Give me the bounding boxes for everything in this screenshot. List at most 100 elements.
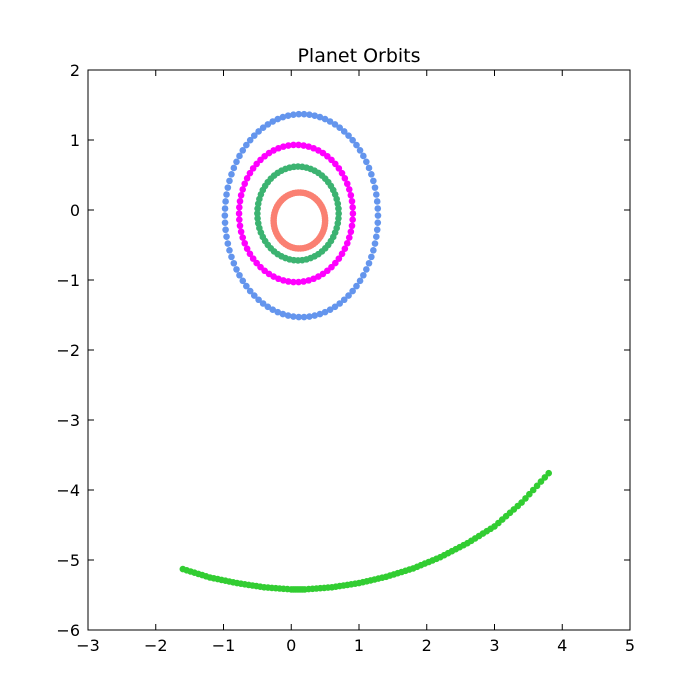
orbit-point bbox=[365, 259, 373, 267]
orbit-point bbox=[264, 303, 272, 311]
orbit-point bbox=[233, 158, 240, 166]
series-2 bbox=[254, 163, 342, 264]
orbit-point bbox=[259, 124, 267, 131]
orbit-point bbox=[360, 271, 367, 279]
orbit-point bbox=[274, 308, 282, 316]
trajectory-point bbox=[545, 469, 552, 477]
orbit-point bbox=[365, 164, 373, 172]
chart-title: Planet Orbits bbox=[297, 45, 420, 67]
trajectory-point bbox=[533, 482, 541, 490]
orbit-point bbox=[321, 219, 329, 227]
y-tick-label: −4 bbox=[56, 481, 80, 500]
orbit-point bbox=[236, 152, 243, 160]
trajectory-point bbox=[522, 495, 529, 502]
orbit-point bbox=[239, 277, 247, 285]
orbit-point bbox=[239, 147, 247, 154]
series-3 bbox=[270, 189, 329, 252]
orbit-point bbox=[295, 313, 303, 321]
orbit-point bbox=[223, 191, 230, 198]
orbit-point bbox=[335, 165, 343, 172]
orbit-point bbox=[336, 300, 343, 307]
orbit-point bbox=[250, 292, 258, 299]
orbit-point bbox=[373, 198, 381, 205]
orbit-point bbox=[226, 247, 233, 254]
orbit-point bbox=[253, 160, 260, 168]
x-tick-label: 3 bbox=[489, 636, 499, 655]
x-tick-label: −2 bbox=[144, 636, 168, 655]
orbit-point bbox=[226, 177, 233, 185]
x-tick-label: 1 bbox=[354, 636, 364, 655]
orbit-point bbox=[311, 112, 319, 119]
orbit-point bbox=[316, 310, 324, 318]
orbit-point bbox=[353, 141, 360, 149]
orbit-point bbox=[374, 219, 382, 226]
orbit-point bbox=[338, 169, 346, 177]
orbit-point bbox=[290, 313, 297, 320]
y-tick-label: 2 bbox=[70, 61, 80, 80]
orbit-point bbox=[290, 111, 297, 118]
x-tick-label: 5 bbox=[625, 636, 635, 655]
orbit-point bbox=[280, 277, 287, 284]
orbit-point bbox=[345, 234, 353, 241]
orbit-point bbox=[279, 113, 287, 121]
orbit-point bbox=[340, 296, 348, 304]
orbit-point bbox=[254, 210, 261, 217]
y-tick-label: −3 bbox=[56, 411, 80, 430]
orbit-point bbox=[284, 112, 292, 119]
orbit-point bbox=[290, 278, 297, 286]
orbit-point bbox=[335, 205, 342, 212]
ticks-layer: −3 −2 −1 0 1 2 3 4 5 −6 −5 −4 −3 −2 −1 0 1 2 bbox=[56, 61, 635, 655]
orbit-point bbox=[221, 205, 229, 212]
orbit-point bbox=[250, 132, 258, 139]
orbit-point bbox=[349, 204, 356, 211]
orbit-point bbox=[306, 313, 313, 320]
axes-frame bbox=[87, 69, 631, 631]
orbit-point bbox=[236, 216, 243, 223]
orbit-point bbox=[348, 222, 356, 230]
y-tick-label: −6 bbox=[56, 621, 80, 640]
orbit-point bbox=[236, 204, 243, 211]
orbit-point bbox=[370, 177, 377, 185]
orbit-point bbox=[335, 215, 342, 222]
orbit-point bbox=[341, 175, 349, 182]
orbit-point bbox=[345, 292, 352, 299]
orbit-point bbox=[259, 300, 267, 307]
orbit-point bbox=[230, 164, 238, 172]
orbit-point bbox=[349, 216, 356, 223]
orbit-point bbox=[295, 141, 302, 149]
orbit-point bbox=[334, 219, 342, 227]
orbit-point bbox=[236, 222, 244, 230]
orbit-point bbox=[326, 118, 334, 125]
orbit-point bbox=[295, 110, 303, 118]
x-tick-label: −3 bbox=[76, 636, 100, 655]
orbit-point bbox=[373, 233, 380, 240]
orbit-point bbox=[331, 303, 339, 311]
orbit-point bbox=[254, 200, 262, 208]
x-tick-label: −1 bbox=[212, 636, 236, 655]
orbit-point bbox=[237, 228, 245, 236]
orbit-point bbox=[331, 121, 339, 128]
orbit-point bbox=[370, 247, 377, 254]
orbit-point bbox=[349, 287, 356, 295]
orbit-point bbox=[353, 282, 360, 290]
orbit-point bbox=[224, 240, 232, 247]
orbit-point bbox=[374, 205, 382, 212]
orbit-point bbox=[222, 198, 229, 205]
orbit-point bbox=[363, 266, 370, 273]
orbit-point bbox=[363, 158, 370, 166]
orbit-point bbox=[254, 205, 261, 212]
orbit-point bbox=[368, 171, 375, 178]
orbit-point bbox=[368, 253, 375, 261]
orbit-point bbox=[255, 296, 262, 304]
orbit-point bbox=[228, 171, 235, 178]
orbit-point bbox=[300, 142, 307, 149]
orbit-point bbox=[373, 191, 380, 198]
trajectory-point bbox=[541, 474, 549, 481]
series-1 bbox=[235, 141, 357, 286]
orbit-point bbox=[222, 226, 229, 234]
orbit-point bbox=[243, 141, 250, 149]
orbit-point bbox=[335, 210, 342, 217]
orbit-point bbox=[340, 128, 348, 135]
orbit-point bbox=[285, 278, 292, 285]
orbit-point bbox=[335, 255, 343, 262]
